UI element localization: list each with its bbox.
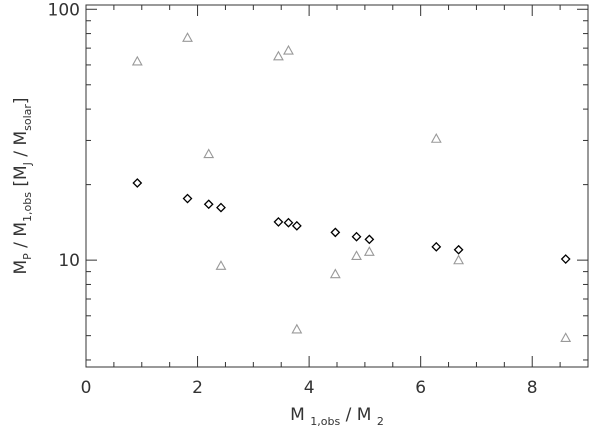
x-label-div: / M [346,405,372,425]
y-label-subscript: 1,obs [21,192,34,222]
triangle-point [430,133,442,143]
y-tick-label: 100 [48,0,80,20]
y-label-part: / M [11,222,31,253]
diamond-point [283,217,294,228]
triangle-point [203,148,215,159]
y-axis-label: MP / M1,obs [MJ / Msolar] [11,97,34,274]
diamond-point [132,178,143,188]
y-label-subscript: P [21,253,34,260]
x-tick-label: 6 [415,378,426,398]
diamond-point [273,217,284,227]
triangle-point [131,55,143,66]
x-tick-label: 2 [192,378,203,398]
diamond-point [560,254,571,264]
x-tick-label: 8 [527,378,538,398]
data-points [131,32,572,343]
triangle-point [215,260,227,270]
triangle-point [560,332,572,343]
diamond-point [182,193,193,204]
y-axis-label-group: MP / M1,obs [MJ / Msolar] [11,97,34,274]
triangle-point [351,250,362,261]
triangle-point [291,323,303,334]
diamond-point [216,202,226,213]
triangle-point [182,32,193,42]
triangle-point [453,254,465,265]
y-label-subscript: J [21,162,34,166]
x-tick-label: 0 [81,378,92,398]
triangle-point [283,44,294,55]
y-tick-label: 10 [58,251,80,271]
triangle-point [363,246,375,256]
diamond-point [330,227,341,238]
axis-ticks [85,5,589,367]
x-axis-label: M 1,obs / M 2 [290,405,384,430]
diamond-point [351,231,362,242]
diamond-point [364,234,375,245]
y-label-part: M [11,260,31,275]
x-label-sub1: 1,obs [310,415,340,428]
x-label-main: M [290,405,305,425]
y-label-part: / M [11,131,31,162]
x-tick-label: 4 [304,378,315,398]
diamond-point [291,220,302,231]
diamond-point [203,199,214,210]
diamond-point [453,244,464,255]
y-label-part: ] [11,97,31,104]
y-label-part: [M [11,165,31,192]
y-label-subscript: solar [21,104,34,131]
tick-labels: 0 2 4 6 8 10 100 [48,0,538,398]
triangle-point [272,50,284,61]
diamond-point [431,241,442,252]
plot-frame [85,4,589,368]
x-label-sub2: 2 [377,415,384,428]
triangle-point [329,268,341,279]
